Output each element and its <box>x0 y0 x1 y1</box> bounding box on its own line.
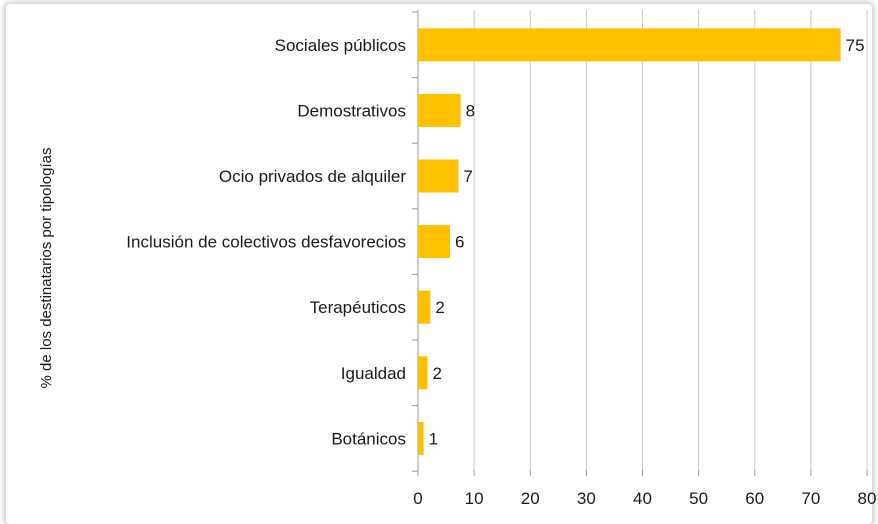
bar-7 <box>418 421 424 455</box>
y-axis-title: % de los destinatarios por tipologías <box>38 148 55 389</box>
bar-2 <box>418 93 461 127</box>
x-tick-label-30: 30 <box>577 489 596 508</box>
data-label-4: 6 <box>455 233 464 252</box>
category-labels: Sociales públicos Demostrativos Ocio priva… <box>126 36 406 449</box>
x-tick-label-10: 10 <box>465 489 484 508</box>
x-tick-label-0: 0 <box>413 489 422 508</box>
chart-frame <box>6 4 872 524</box>
x-tick-label-60: 60 <box>745 489 764 508</box>
x-axis-ticks: 0 10 20 30 40 50 60 70 80 <box>413 470 876 508</box>
bar-4 <box>418 225 450 259</box>
data-label-5: 2 <box>435 298 444 317</box>
bar-3 <box>418 159 459 193</box>
x-tick-label-40: 40 <box>633 489 652 508</box>
category-label-6: Igualdad <box>341 364 406 383</box>
data-label-1: 75 <box>846 36 865 55</box>
category-label-4: Inclusión de colectivos desfavorecios <box>126 233 406 252</box>
x-tick-label-20: 20 <box>521 489 540 508</box>
x-tick-label-80: 80 <box>858 489 877 508</box>
data-labels: 75 8 7 6 2 2 1 <box>429 36 865 449</box>
bar-5 <box>418 290 431 324</box>
grid-lines <box>412 10 868 476</box>
bar-1 <box>418 28 841 62</box>
bar-6 <box>418 356 428 390</box>
category-label-5: Terapéuticos <box>310 298 406 317</box>
data-label-7: 1 <box>429 429 438 448</box>
category-label-2: Demostrativos <box>297 101 406 120</box>
bars <box>418 28 841 455</box>
data-label-6: 2 <box>433 364 442 383</box>
x-tick-label-70: 70 <box>801 489 820 508</box>
data-label-2: 8 <box>466 101 475 120</box>
category-label-7: Botánicos <box>331 429 406 448</box>
category-label-3: Ocio privados de alquiler <box>219 167 406 186</box>
data-label-3: 7 <box>463 167 472 186</box>
category-label-1: Sociales públicos <box>275 36 406 55</box>
x-tick-label-50: 50 <box>689 489 708 508</box>
